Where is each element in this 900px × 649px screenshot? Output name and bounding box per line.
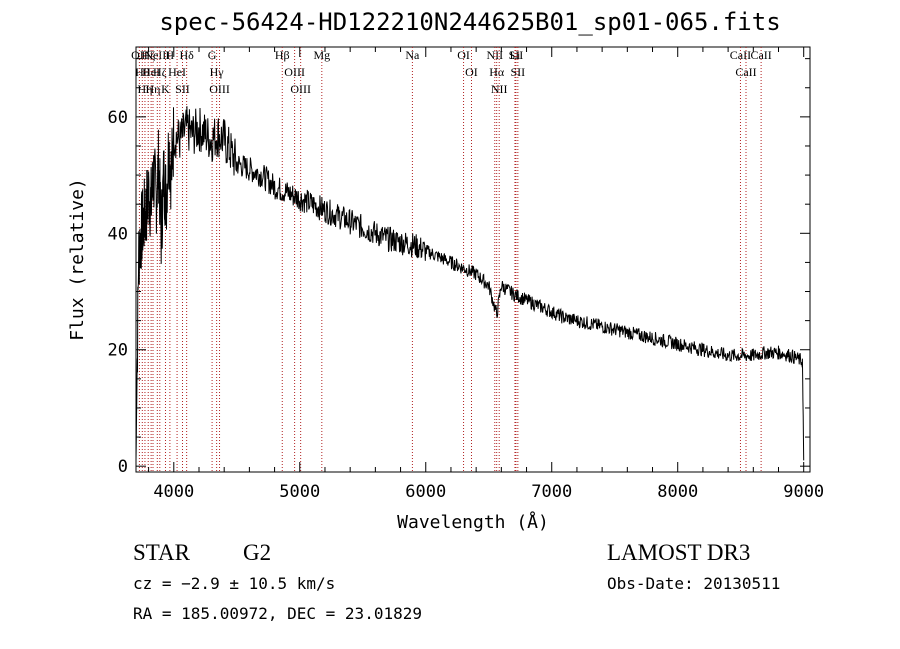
- line-marker-label: CaII: [750, 48, 771, 62]
- line-marker-label: CaII: [730, 48, 751, 62]
- line-marker-label: H: [166, 48, 175, 62]
- line-marker-label: OII: [131, 48, 148, 62]
- x-axis-label: Wavelength (Å): [397, 511, 549, 533]
- redshift-cz: cz = −2.9 ± 10.5 km/s: [133, 574, 336, 593]
- x-tick-label: 9000: [783, 482, 824, 502]
- line-marker-label: HeI: [168, 65, 186, 79]
- y-tick-label: 40: [108, 224, 128, 244]
- line-marker-label: SII: [175, 82, 190, 96]
- chart-title: spec-56424-HD122210N244625B01_sp01-065.f…: [159, 8, 781, 36]
- line-marker-label: NeIII: [144, 48, 170, 62]
- line-marker-label: SII: [511, 65, 526, 79]
- line-marker-label: Hζ: [141, 48, 155, 62]
- line-marker-label: G: [208, 48, 217, 62]
- line-marker-label: Li: [510, 48, 521, 62]
- survey-name: LAMOST DR3: [607, 540, 751, 565]
- y-tick-label: 60: [108, 108, 128, 128]
- x-tick-label: 7000: [531, 482, 572, 502]
- ra-dec: RA = 185.00972, DEC = 23.01829: [133, 604, 422, 623]
- line-marker-label: Mg: [313, 48, 330, 62]
- line-marker-label: Hα: [489, 65, 505, 79]
- observation-date: Obs-Date: 20130511: [607, 574, 781, 593]
- line-marker-label: NII: [486, 48, 503, 62]
- x-tick-label: 8000: [657, 482, 698, 502]
- line-marker-label: OI: [457, 48, 470, 62]
- line-marker-label: SII: [509, 48, 524, 62]
- spectrum-line: [135, 106, 805, 461]
- plot-frame: [135, 46, 811, 473]
- line-marker-label: Hδ: [179, 48, 194, 62]
- line-marker-label: Hβ: [275, 48, 290, 62]
- line-marker-label: OI: [465, 65, 478, 79]
- line-marker-label: NII: [491, 82, 508, 96]
- line-marker-label: Hθ: [135, 65, 150, 79]
- line-marker-label: Hη: [146, 82, 161, 96]
- x-tick-label: 4000: [153, 482, 194, 502]
- y-tick-label: 20: [108, 341, 128, 361]
- y-axis-label: Flux (relative): [67, 178, 88, 341]
- line-marker-label: Hζ: [153, 65, 167, 79]
- line-marker-label: K: [161, 82, 170, 96]
- axes-group: 4000 5000 6000 7000 8000 9000 0 20 40 60: [108, 47, 824, 502]
- x-tick-label: 5000: [279, 482, 320, 502]
- line-marker-label: Hγ: [210, 65, 225, 79]
- line-marker-label: CaII: [735, 65, 756, 79]
- y-tick-label: 0: [118, 457, 128, 477]
- object-subclass: G2: [243, 540, 272, 565]
- line-marker-label: Na: [405, 48, 420, 62]
- x-tick-label: 6000: [405, 482, 446, 502]
- object-class: STAR: [133, 540, 190, 565]
- line-marker-label: OIII: [284, 65, 305, 79]
- line-marker-label: HeI: [142, 65, 160, 79]
- line-marker-label: OIII: [290, 82, 311, 96]
- line-marker-label: OIII: [209, 82, 230, 96]
